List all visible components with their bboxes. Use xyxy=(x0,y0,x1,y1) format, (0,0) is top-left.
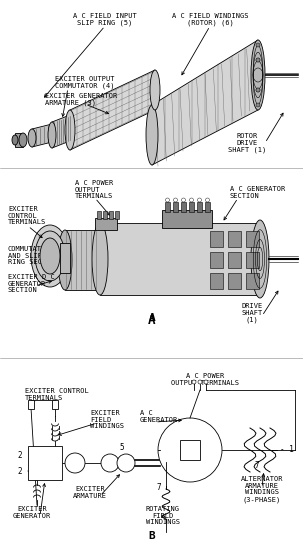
Bar xyxy=(60,243,70,273)
Circle shape xyxy=(165,198,169,202)
Bar xyxy=(95,218,117,230)
Text: A C
GENERATOR: A C GENERATOR xyxy=(140,410,178,423)
Text: ROTATING
FIELD
WINDINGS: ROTATING FIELD WINDINGS xyxy=(146,506,180,526)
Ellipse shape xyxy=(19,133,27,147)
Ellipse shape xyxy=(28,129,36,147)
Text: COMMUTATOR
AND SLIP
RING SECTION: COMMUTATOR AND SLIP RING SECTION xyxy=(8,246,59,265)
Bar xyxy=(115,211,119,219)
Bar xyxy=(228,252,241,268)
Text: EXCITER CONTROL
TERMINALS: EXCITER CONTROL TERMINALS xyxy=(25,388,89,401)
Text: 6: 6 xyxy=(186,446,190,454)
Bar xyxy=(197,202,202,212)
Text: A: A xyxy=(148,313,156,327)
Text: A C FIELD INPUT
SLIP RING (5): A C FIELD INPUT SLIP RING (5) xyxy=(73,13,137,26)
Circle shape xyxy=(158,418,222,482)
Circle shape xyxy=(192,380,196,384)
Circle shape xyxy=(205,198,209,202)
Bar xyxy=(181,202,186,212)
Circle shape xyxy=(256,58,260,62)
Bar xyxy=(162,210,212,228)
Ellipse shape xyxy=(31,225,69,287)
Polygon shape xyxy=(70,70,155,150)
Bar xyxy=(228,231,241,247)
Ellipse shape xyxy=(40,238,60,274)
Text: 7: 7 xyxy=(156,482,161,492)
Ellipse shape xyxy=(92,223,108,295)
Bar xyxy=(210,252,223,268)
Text: EXCITER
FIELD
WINDINGS: EXCITER FIELD WINDINGS xyxy=(90,410,124,430)
Bar xyxy=(228,273,241,289)
Text: 3: 3 xyxy=(43,454,47,464)
Bar xyxy=(52,400,58,409)
Text: B: B xyxy=(149,531,155,541)
Ellipse shape xyxy=(35,231,65,281)
Polygon shape xyxy=(32,124,52,147)
Circle shape xyxy=(256,88,260,92)
Bar xyxy=(246,231,259,247)
Bar xyxy=(65,230,103,290)
Circle shape xyxy=(198,198,201,202)
Bar xyxy=(173,202,178,212)
Text: EXCITER
GENERATOR: EXCITER GENERATOR xyxy=(13,506,51,519)
Bar xyxy=(180,440,200,460)
Bar xyxy=(210,273,223,289)
Text: - 1: - 1 xyxy=(280,446,294,454)
Text: EXCITER
CONTROL
TERMINALS: EXCITER CONTROL TERMINALS xyxy=(8,206,46,225)
Bar xyxy=(103,211,107,219)
Ellipse shape xyxy=(12,135,18,145)
Bar xyxy=(28,400,34,409)
Text: A C POWER
OUTPUT
TERMINALS: A C POWER OUTPUT TERMINALS xyxy=(75,180,113,199)
Ellipse shape xyxy=(58,230,72,290)
Circle shape xyxy=(117,454,135,472)
Circle shape xyxy=(198,380,202,384)
Ellipse shape xyxy=(251,220,269,298)
Polygon shape xyxy=(152,40,258,165)
Bar xyxy=(210,231,223,247)
Text: 4: 4 xyxy=(73,455,77,465)
Text: EXCITER OUTPUT
COMMUTATOR (4): EXCITER OUTPUT COMMUTATOR (4) xyxy=(55,76,115,89)
Bar xyxy=(97,211,101,219)
Text: A: A xyxy=(149,313,155,323)
Circle shape xyxy=(65,453,85,473)
Bar xyxy=(28,446,62,480)
Ellipse shape xyxy=(251,40,265,110)
Text: ALTERNATOR
ARMATURE
WINDINGS
(3-PHASE): ALTERNATOR ARMATURE WINDINGS (3-PHASE) xyxy=(241,476,283,503)
Text: A C GENERATOR
SECTION: A C GENERATOR SECTION xyxy=(230,186,285,199)
Ellipse shape xyxy=(146,105,158,165)
Circle shape xyxy=(256,88,260,92)
Bar xyxy=(246,273,259,289)
Text: 2: 2 xyxy=(18,466,22,476)
Bar xyxy=(246,252,259,268)
Ellipse shape xyxy=(65,110,75,150)
Circle shape xyxy=(189,198,194,202)
Ellipse shape xyxy=(150,70,160,110)
Text: ROTOR
DRIVE
SHAFT (1): ROTOR DRIVE SHAFT (1) xyxy=(228,133,266,153)
Circle shape xyxy=(101,454,119,472)
Text: DRIVE
SHAFT
(1): DRIVE SHAFT (1) xyxy=(241,303,263,323)
Text: A C FIELD WINDINGS
(ROTOR) (6): A C FIELD WINDINGS (ROTOR) (6) xyxy=(172,13,248,26)
Circle shape xyxy=(256,58,260,62)
Bar xyxy=(109,211,113,219)
Ellipse shape xyxy=(48,122,56,148)
Circle shape xyxy=(181,198,185,202)
Text: 2: 2 xyxy=(18,450,22,460)
Polygon shape xyxy=(52,115,70,148)
Circle shape xyxy=(256,103,260,107)
Text: 5: 5 xyxy=(120,443,124,453)
Text: 7: 7 xyxy=(255,461,259,471)
Bar xyxy=(205,202,210,212)
Text: EXCITER D C
GENERATOR
SECTION: EXCITER D C GENERATOR SECTION xyxy=(8,274,55,294)
Bar xyxy=(100,223,260,295)
Text: EXCITER
ARMATURE: EXCITER ARMATURE xyxy=(73,486,107,499)
Text: A C POWER
OUTPUT TERMINALS: A C POWER OUTPUT TERMINALS xyxy=(171,373,239,386)
Circle shape xyxy=(174,198,178,202)
Circle shape xyxy=(256,43,260,47)
Bar xyxy=(189,202,194,212)
Bar xyxy=(15,133,23,147)
Bar xyxy=(165,202,170,212)
Ellipse shape xyxy=(252,223,268,295)
Circle shape xyxy=(204,380,208,384)
Text: EXCITER GENERATOR
ARMATURE (3): EXCITER GENERATOR ARMATURE (3) xyxy=(45,93,117,106)
